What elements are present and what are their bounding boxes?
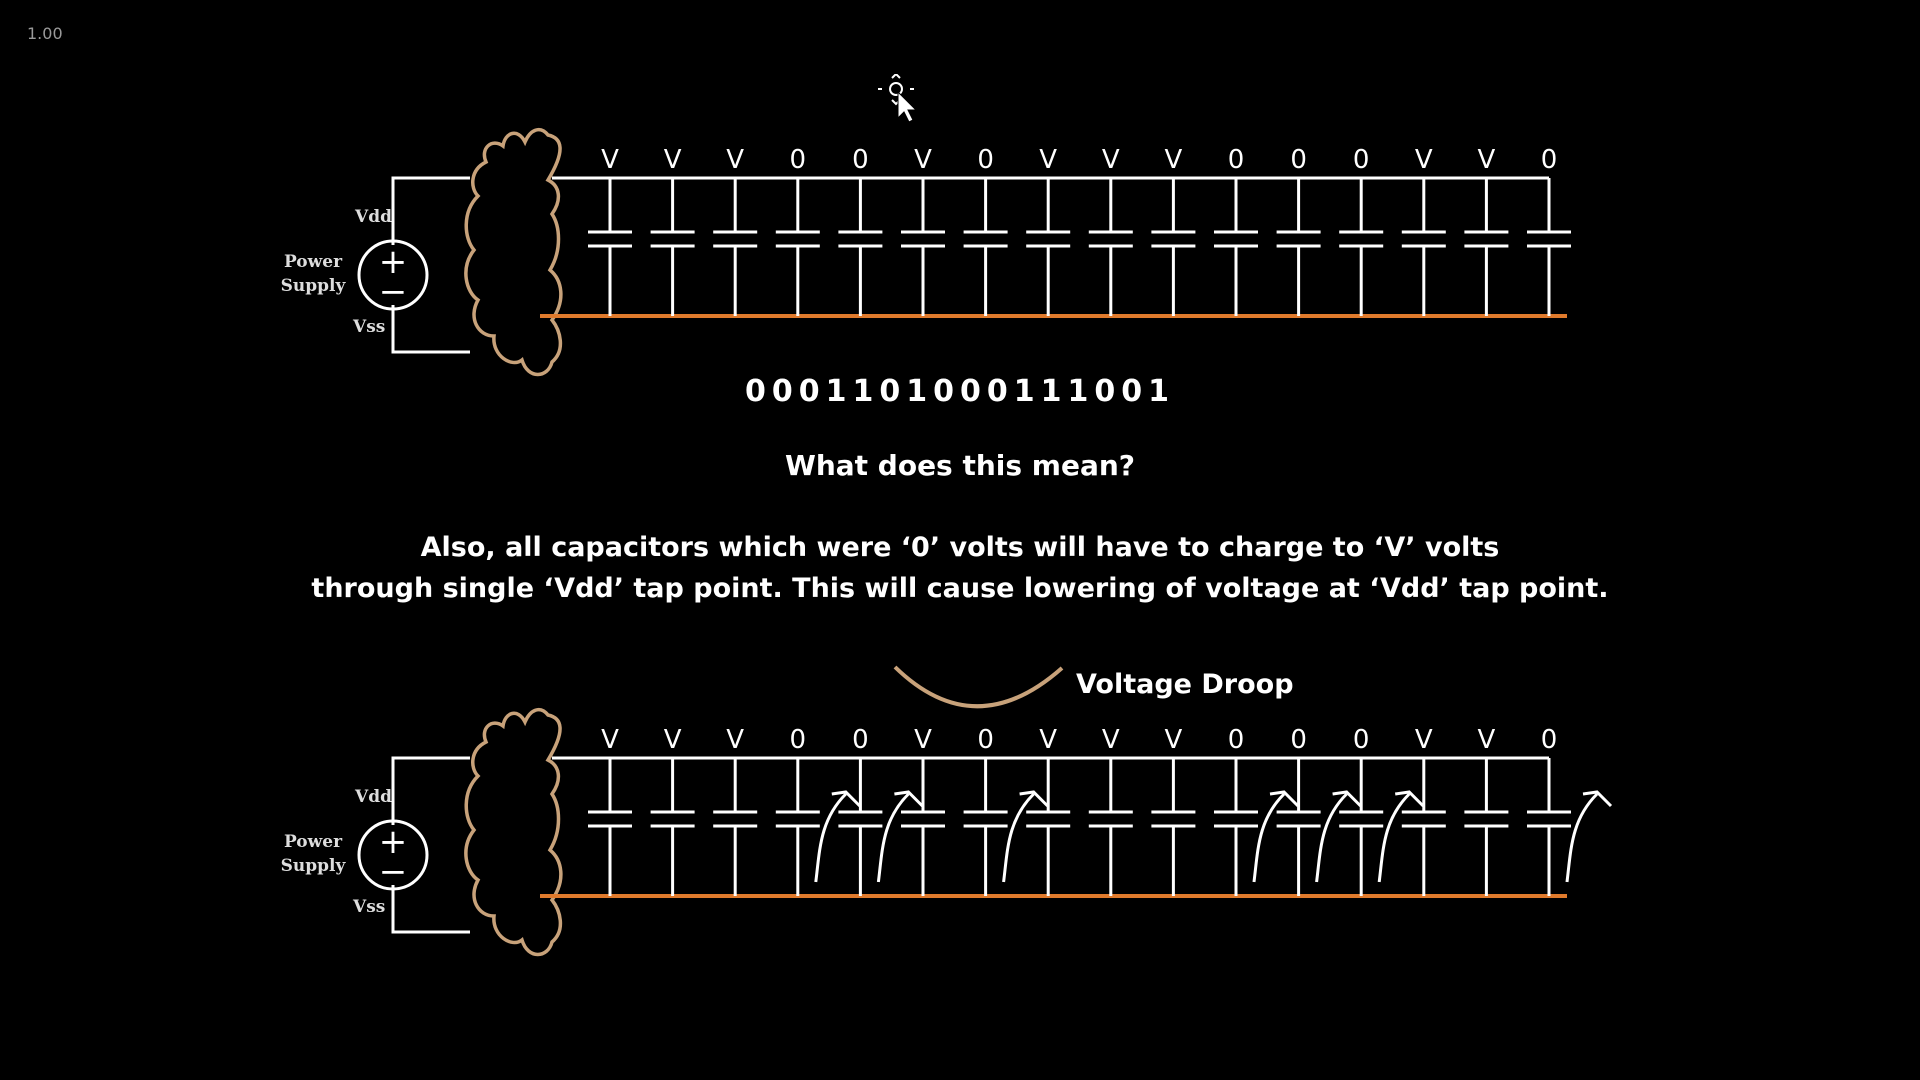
capacitor-state-label: V — [1102, 145, 1120, 175]
capacitor-state-label: 0 — [1228, 145, 1245, 175]
capacitor-state-label: V — [1165, 725, 1183, 755]
voltage-droop-label: Voltage Droop — [1076, 669, 1294, 700]
capacitor-state-label: 0 — [790, 145, 807, 175]
vss-label: Vss — [352, 317, 385, 337]
plus-sign: + — [379, 822, 408, 862]
supply-cloud — [464, 707, 563, 957]
capacitor-state-label: V — [1415, 145, 1433, 175]
capacitor-state-label: V — [1165, 145, 1183, 175]
vss-label: Vss — [352, 897, 385, 917]
voltage-droop-curve — [893, 665, 1064, 709]
capacitor-state-label: V — [1039, 145, 1057, 175]
capacitor-state-label: V — [1415, 725, 1433, 755]
capacitor-state-label: 0 — [790, 725, 807, 755]
capacitor-state-label: 0 — [1541, 725, 1558, 755]
capacitor-state-label: V — [1102, 725, 1120, 755]
capacitor-state-label: V — [1478, 725, 1496, 755]
capacitor-state-label: V — [1478, 145, 1496, 175]
capacitor-state-label: V — [914, 725, 932, 755]
power-source-icon — [357, 239, 429, 311]
capacitor-state-label: 0 — [852, 145, 869, 175]
bit-string: 0001101000111001 — [745, 374, 1175, 409]
explanation-line-2: through single ‘Vdd’ tap point. This wil… — [311, 573, 1609, 604]
charging-arrow-icon — [814, 792, 847, 883]
charging-arrowhead-icon — [1582, 790, 1613, 808]
charging-arrowhead-icon — [894, 790, 924, 808]
vss-wire — [391, 305, 470, 354]
charging-arrow-icon — [1002, 792, 1035, 883]
charging-arrow-icon — [1377, 792, 1411, 883]
mouse-cursor-icon — [878, 74, 918, 123]
power-supply-label-1: Power — [284, 832, 343, 852]
minus-sign: − — [379, 852, 408, 892]
power-source-icon — [357, 819, 429, 891]
charging-arrowhead-icon — [1332, 790, 1362, 808]
charging-arrowhead-icon — [1394, 790, 1425, 808]
minus-sign: − — [379, 272, 408, 312]
capacitor-state-label: V — [726, 145, 744, 175]
capacitor-state-label: 0 — [1228, 725, 1245, 755]
capacitor-state-label: 0 — [1290, 145, 1307, 175]
vdd-wire — [391, 756, 470, 825]
capacitor-state-label: 0 — [977, 145, 994, 175]
capacitor-state-label: 0 — [852, 725, 869, 755]
explanation-line-1: Also, all capacitors which were ‘0’ volt… — [420, 532, 1500, 563]
zoom-level: 1.00 — [27, 24, 63, 43]
vdd-label: Vdd — [354, 207, 392, 227]
vdd-label: Vdd — [354, 787, 392, 807]
charging-arrow-icon — [1252, 792, 1286, 883]
capacitor-state-label: V — [664, 145, 682, 175]
charging-arrowhead-icon — [831, 790, 861, 808]
plus-sign: + — [379, 242, 408, 282]
capacitor-state-label: V — [1039, 725, 1057, 755]
capacitor-state-label: V — [914, 145, 932, 175]
charging-arrowhead-icon — [1019, 790, 1049, 808]
power-supply-label-1: Power — [284, 252, 343, 272]
capacitor-state-label: 0 — [1353, 725, 1370, 755]
supply-cloud — [464, 127, 563, 377]
charging-arrow-icon — [1565, 792, 1599, 883]
capacitor-state-label: V — [726, 725, 744, 755]
circuit-top: +− Vdd Vss Power Supply V V V 0 0 V 0 V V V 0 0 0 V V 0 — [281, 127, 1571, 377]
circuit-bottom: +− Vdd Vss Power Supply V V V 0 0 V 0 V V V 0 0 0 V V 0 — [281, 707, 1613, 957]
vdd-wire — [391, 176, 470, 245]
charging-arrow-icon — [1315, 792, 1348, 883]
capacitor-state-label: 0 — [1353, 145, 1370, 175]
power-supply-label-2: Supply — [281, 276, 347, 296]
charging-arrowhead-icon — [1269, 790, 1300, 808]
voltage-droop-annotation: Voltage Droop — [893, 665, 1294, 709]
capacitor-state-label: 0 — [977, 725, 994, 755]
capacitor-state-label: V — [664, 725, 682, 755]
vss-wire — [391, 885, 470, 934]
capacitor-state-label: 0 — [1541, 145, 1558, 175]
question-text: What does this mean? — [784, 449, 1136, 482]
capacitor-state-label: V — [601, 725, 619, 755]
charging-arrow-icon — [876, 792, 910, 883]
capacitor-state-label: 0 — [1290, 725, 1307, 755]
power-supply-label-2: Supply — [281, 856, 347, 876]
capacitor-state-label: V — [601, 145, 619, 175]
explanation-text: Also, all capacitors which were ‘0’ volt… — [0, 527, 1920, 609]
